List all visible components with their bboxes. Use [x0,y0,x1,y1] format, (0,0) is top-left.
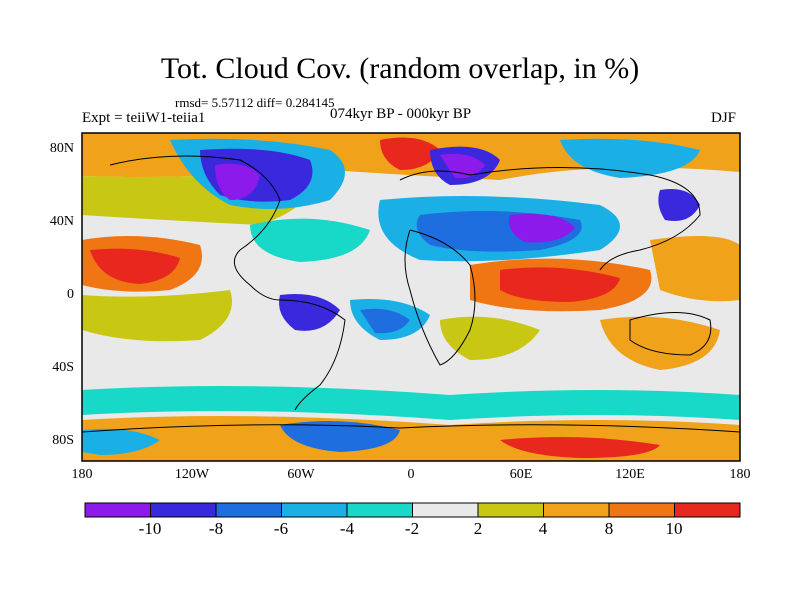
map-title: Tot. Cloud Cov. (random overlap, in %) [160,52,640,85]
x-tick-label: 60W [287,467,315,482]
y-tick-label: 40S [52,360,74,375]
y-tick-label: 80N [49,141,74,156]
colorbar-label: 10 [665,519,683,538]
coastline [404,229,476,366]
anomaly-region [215,163,260,200]
anomaly-region [500,267,620,302]
x-tick-label: 120E [615,467,645,482]
anomaly-region [440,316,540,360]
colorbar-label: 4 [538,519,548,538]
anomaly-region [82,416,740,461]
y-tick-label: 0 [67,287,74,302]
anomaly-region [509,213,575,243]
anomaly-region [360,308,410,334]
colorbar-swatch [477,502,544,518]
anomaly-region [280,421,400,452]
anomaly-region [650,236,740,302]
anomaly-region [82,386,740,420]
colorbar-swatch [215,502,282,518]
colorbar-label: 2 [473,519,483,538]
coastline [82,424,740,433]
anomaly-region [90,248,180,284]
y-tick-label: 80S [52,433,74,448]
stats-text: rmsd= 5.57112 diff= 0.284145 [175,95,335,110]
experiment-label: Expt = teiiW1-teiia1 [82,110,206,126]
x-tick-label: 0 [407,467,415,482]
coastline [629,312,712,356]
colorbar-swatch [150,502,217,518]
colorbar-label: -4 [339,519,355,538]
colorbar-swatch [281,502,348,518]
season-label: DJF [711,110,737,126]
colorbar-swatch [412,502,479,518]
colorbar-label: -10 [138,519,162,538]
colorbar-swatch [84,502,151,518]
map-frame [81,132,741,462]
colorbar-swatch [346,502,413,518]
anomaly-region [82,428,160,455]
anomaly-region [380,137,440,170]
coastline [109,155,281,301]
x-tick-label: 120W [174,467,210,482]
anomaly-region [279,294,340,331]
colorbar-label: -6 [273,519,289,538]
colorbar-swatch [608,502,675,518]
colorbar-label: 8 [604,519,614,538]
colorbar-swatch [674,502,741,518]
x-tick-label: 60E [509,467,533,482]
coastlines [82,155,740,433]
colorbar [84,502,741,518]
anomaly-region [82,290,232,342]
y-tick-label: 40N [49,214,74,229]
anomaly-region [250,218,370,262]
x-tick-label: 180 [729,467,751,482]
coastline [399,167,701,271]
colorbar-label: -2 [404,519,420,538]
colorbar-swatch [543,502,610,518]
period-label: 074kyr BP - 000kyr BP [330,106,472,122]
x-tick-label: 180 [71,467,93,482]
anomaly-region [500,436,660,458]
coastline [279,299,346,411]
colorbar-label: -8 [208,519,224,538]
anomaly-region [658,189,700,221]
anomaly-field [82,133,740,461]
